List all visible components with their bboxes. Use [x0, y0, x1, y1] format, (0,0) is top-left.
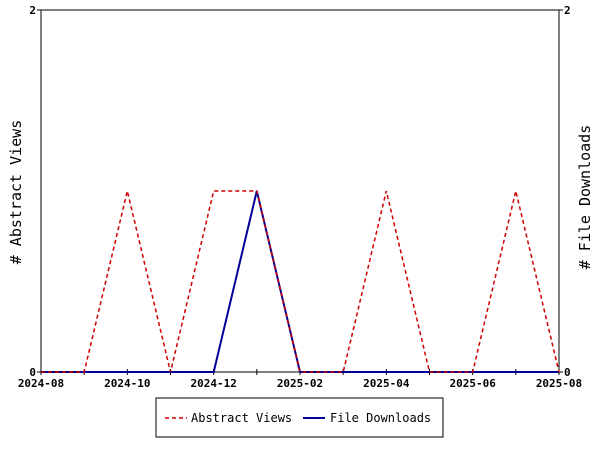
- y2-tick-label: 0: [564, 366, 571, 379]
- x-tick-label: 2025-02: [277, 377, 323, 390]
- x-tick-label: 2024-08: [18, 377, 64, 390]
- x-tick-label: 2025-06: [449, 377, 496, 390]
- y-axis-ticks: 0 2 0 2: [29, 4, 570, 379]
- legend-box: [155, 397, 444, 438]
- y2-axis-title: # File Downloads: [576, 125, 594, 270]
- x-tick-label: 2024-12: [190, 377, 236, 390]
- y-tick-label: 0: [29, 366, 36, 379]
- legend: Abstract Views File Downloads: [155, 397, 444, 438]
- series-layer: [41, 190, 560, 373]
- y2-tick-label: 2: [564, 4, 571, 17]
- x-tick-label: 2024-10: [104, 377, 150, 390]
- x-tick-label: 2025-04: [363, 377, 410, 390]
- y-axis-title: # Abstract Views: [7, 120, 25, 265]
- y-tick-label: 2: [29, 4, 36, 17]
- x-tick-label: 2025-08: [536, 377, 582, 390]
- legend-label-file-downloads: File Downloads: [330, 411, 431, 425]
- series-line-abstract-views: [41, 190, 560, 373]
- legend-label-abstract-views: Abstract Views: [191, 411, 292, 425]
